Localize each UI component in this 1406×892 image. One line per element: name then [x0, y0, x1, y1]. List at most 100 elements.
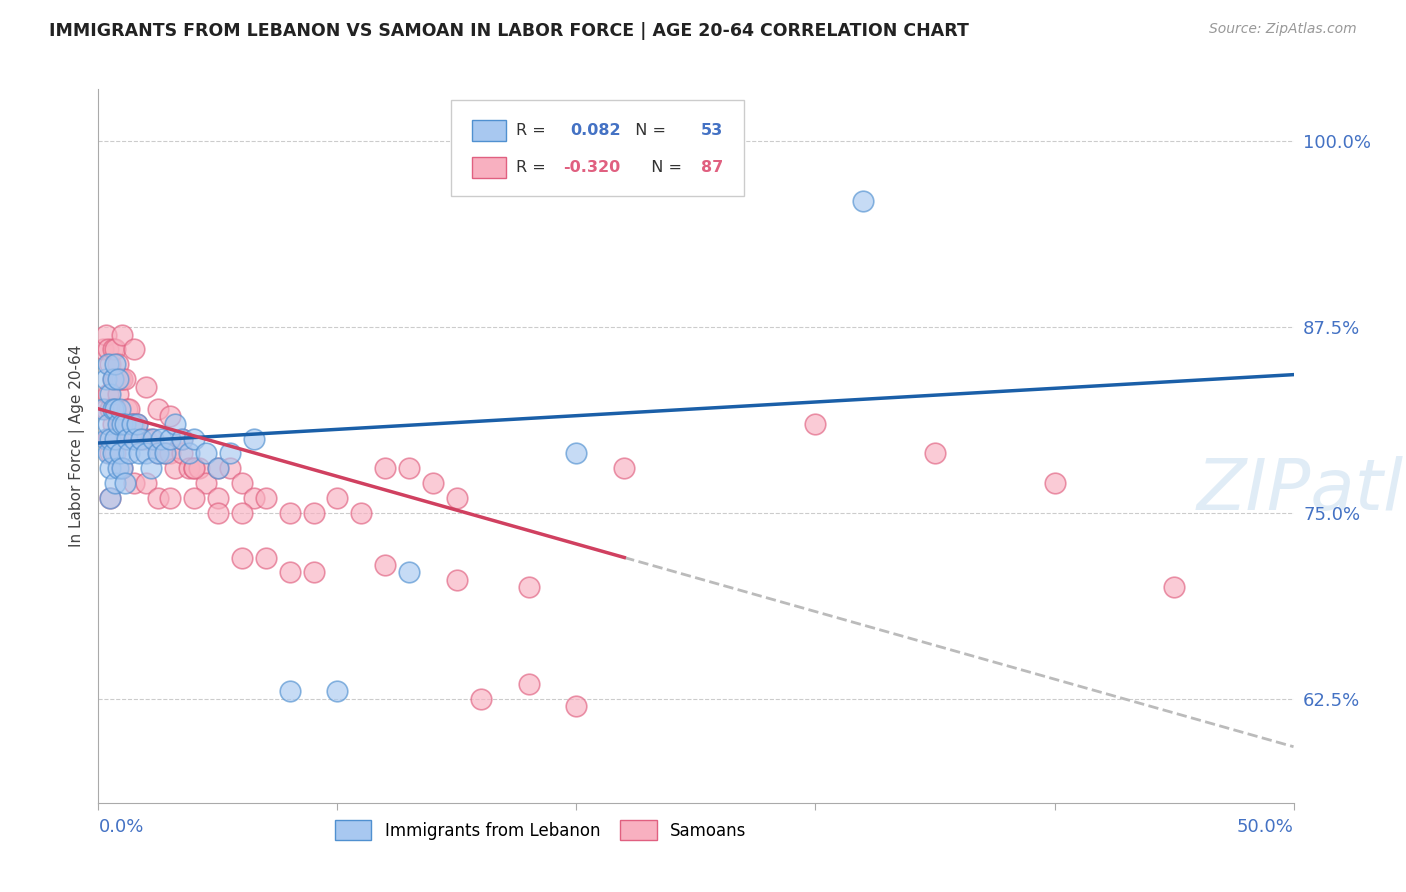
- Point: [125, 417, 148, 431]
- Point: [115, 432, 138, 446]
- Point: [446, 491, 468, 505]
- Point: [97, 387, 120, 401]
- Point: [163, 417, 186, 431]
- Point: [101, 446, 124, 460]
- Point: [159, 409, 181, 424]
- Point: [148, 446, 170, 460]
- Point: [101, 372, 124, 386]
- Point: [114, 432, 136, 446]
- Point: [135, 432, 157, 446]
- Point: [207, 461, 229, 475]
- Point: [139, 461, 162, 475]
- Point: [98, 461, 122, 475]
- Point: [231, 550, 253, 565]
- Point: [107, 432, 129, 446]
- Point: [131, 432, 153, 446]
- Point: [470, 691, 492, 706]
- Text: N =: N =: [641, 161, 688, 175]
- Point: [97, 357, 120, 371]
- Point: [139, 432, 162, 446]
- Point: [804, 417, 827, 431]
- Text: N =: N =: [626, 123, 672, 138]
- Point: [98, 357, 122, 371]
- Point: [128, 446, 150, 460]
- Legend: Immigrants from Lebanon, Samoans: Immigrants from Lebanon, Samoans: [326, 812, 755, 848]
- Point: [155, 446, 177, 460]
- Point: [254, 491, 277, 505]
- FancyBboxPatch shape: [472, 157, 506, 178]
- Point: [278, 684, 301, 698]
- Point: [207, 461, 229, 475]
- Point: [101, 401, 124, 416]
- Point: [172, 446, 194, 460]
- Point: [254, 550, 277, 565]
- Point: [98, 387, 122, 401]
- Point: [207, 491, 229, 505]
- Point: [163, 461, 186, 475]
- Point: [148, 446, 170, 460]
- Point: [195, 476, 218, 491]
- Point: [94, 372, 117, 386]
- Point: [121, 417, 143, 431]
- Text: R =: R =: [516, 123, 550, 138]
- Point: [398, 566, 420, 580]
- Point: [98, 446, 122, 460]
- Point: [124, 476, 146, 491]
- Point: [131, 432, 153, 446]
- Point: [118, 446, 141, 460]
- Point: [98, 491, 122, 505]
- Point: [104, 357, 127, 371]
- Point: [179, 461, 201, 475]
- Point: [374, 558, 396, 572]
- Text: 53: 53: [700, 123, 723, 138]
- Point: [115, 401, 138, 416]
- Point: [125, 417, 148, 431]
- Point: [108, 417, 131, 431]
- Point: [98, 432, 122, 446]
- Text: ZIPatlas: ZIPatlas: [1197, 456, 1406, 525]
- Point: [107, 417, 129, 431]
- Point: [114, 372, 136, 386]
- Point: [207, 506, 229, 520]
- Point: [446, 573, 468, 587]
- Point: [172, 432, 194, 446]
- Point: [97, 432, 120, 446]
- Point: [517, 677, 540, 691]
- Point: [104, 343, 127, 357]
- Point: [114, 476, 136, 491]
- Point: [159, 446, 181, 460]
- Point: [111, 417, 134, 431]
- Point: [243, 432, 266, 446]
- Point: [231, 506, 253, 520]
- Point: [94, 327, 117, 342]
- Point: [183, 461, 205, 475]
- Point: [326, 491, 349, 505]
- Point: [108, 446, 131, 460]
- Point: [350, 506, 373, 520]
- FancyBboxPatch shape: [472, 120, 506, 141]
- Point: [98, 491, 122, 505]
- Point: [172, 432, 194, 446]
- Point: [94, 401, 117, 416]
- Point: [219, 446, 242, 460]
- Text: R =: R =: [516, 161, 550, 175]
- Point: [278, 506, 301, 520]
- Point: [159, 432, 181, 446]
- Point: [118, 401, 141, 416]
- Point: [107, 372, 129, 386]
- Point: [187, 461, 209, 475]
- Point: [179, 446, 201, 460]
- Y-axis label: In Labor Force | Age 20-64: In Labor Force | Age 20-64: [69, 345, 84, 547]
- Point: [565, 699, 588, 714]
- Point: [326, 684, 349, 698]
- Point: [97, 446, 120, 460]
- Point: [302, 566, 325, 580]
- Point: [183, 461, 205, 475]
- Point: [422, 476, 444, 491]
- Point: [195, 446, 218, 460]
- Point: [135, 476, 157, 491]
- Point: [135, 379, 157, 393]
- Point: [302, 506, 325, 520]
- Point: [91, 343, 114, 357]
- Text: 87: 87: [700, 161, 723, 175]
